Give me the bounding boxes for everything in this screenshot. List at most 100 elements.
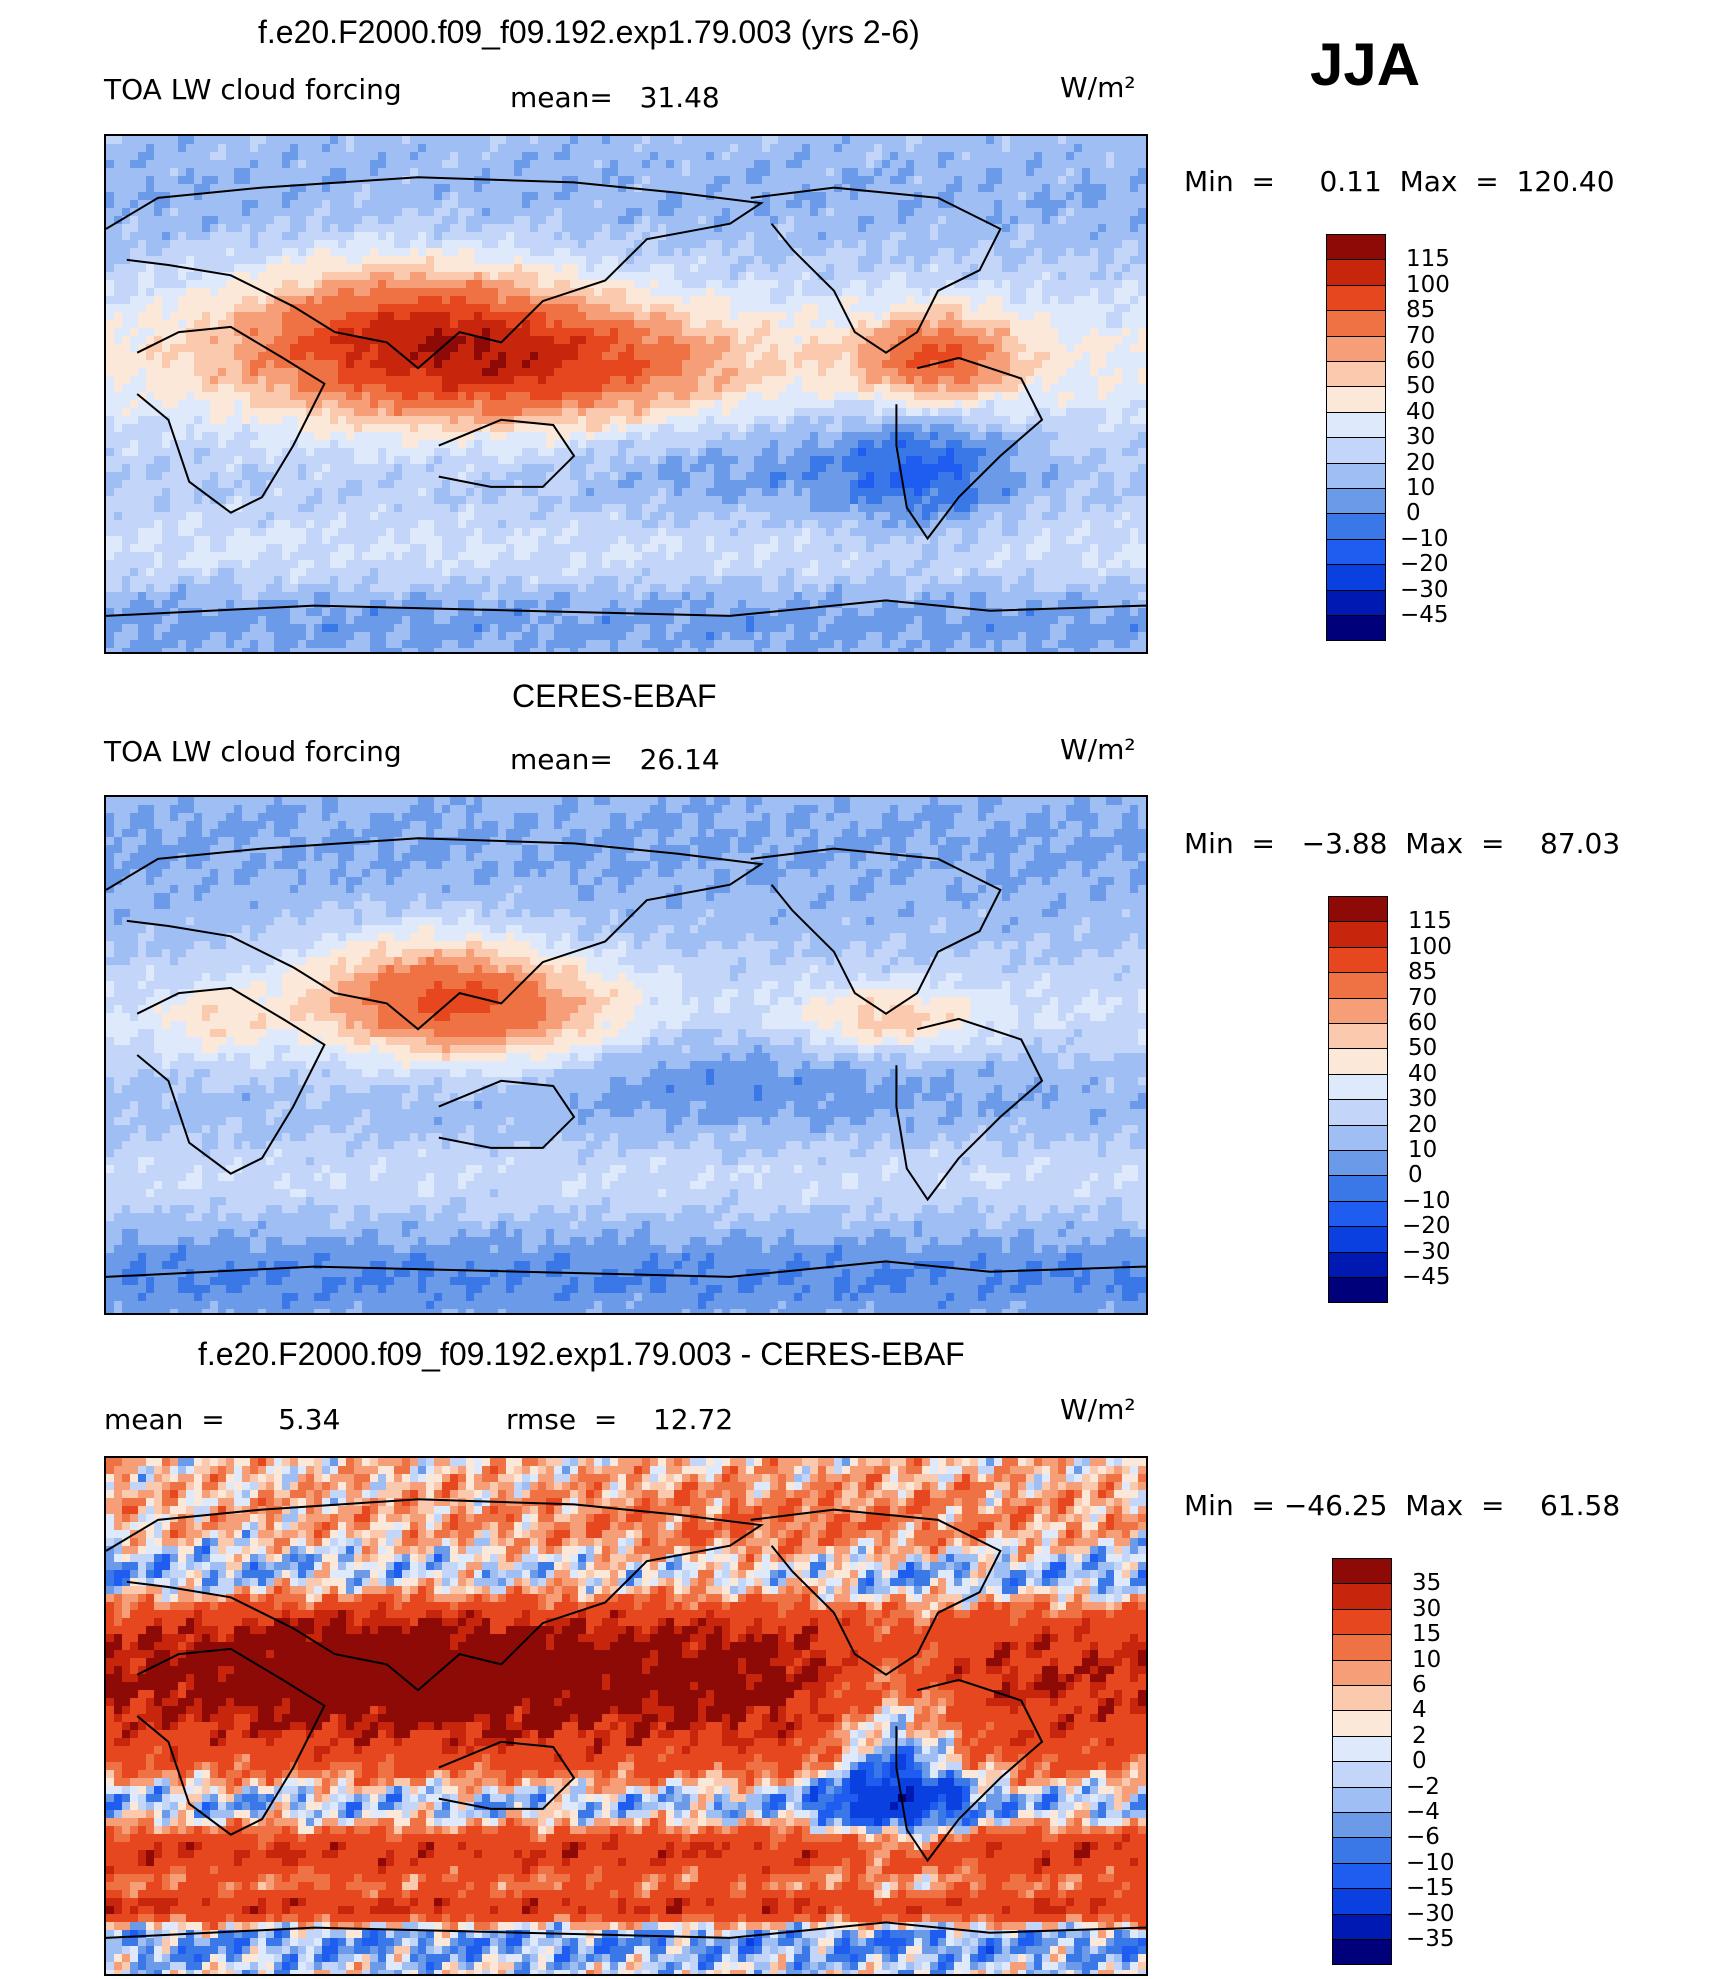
- colorbar-tick-label: −45: [1400, 604, 1449, 627]
- colorbar-swatch: [1326, 437, 1386, 464]
- colorbar-tick-label: 115: [1406, 248, 1450, 271]
- colorbar-swatch: [1332, 1812, 1392, 1839]
- colorbar-tick-label: −10: [1400, 527, 1449, 551]
- colorbar-swatch: [1326, 284, 1386, 312]
- colorbar-tick-label: 70: [1406, 324, 1435, 348]
- colorbar-swatch: [1328, 1023, 1388, 1050]
- coastline: [895, 1678, 1044, 1863]
- colorbar-swatch: [1326, 361, 1386, 388]
- colorbar-swatch: [1332, 1786, 1392, 1813]
- colorbar-tick-label: −35: [1406, 1928, 1455, 1951]
- mean-label: mean= 26.14: [510, 746, 720, 774]
- colorbar-swatch: [1328, 1099, 1388, 1126]
- rmse-label: rmse = 12.72: [506, 1406, 733, 1434]
- colorbar-swatch: [1328, 1048, 1388, 1075]
- colorbar-swatch: [1326, 513, 1386, 540]
- colorbar-swatch: [1332, 1837, 1392, 1864]
- colorbar-swatch: [1332, 1583, 1392, 1610]
- minmax-label: Min = −46.25 Max = 61.58: [1184, 1492, 1620, 1520]
- coastline: [895, 356, 1044, 541]
- colorbar-tick-label: −30: [1406, 1902, 1455, 1926]
- colorbar-tick-label: 15: [1412, 1623, 1441, 1646]
- coastline: [106, 1260, 1146, 1278]
- map-model: [104, 134, 1148, 654]
- colorbar-swatch: [1328, 1073, 1388, 1101]
- colorbar-swatch: [1328, 1200, 1388, 1228]
- minmax-label: Min = −3.88 Max = 87.03: [1184, 830, 1620, 858]
- colorbar-tick-label: −6: [1406, 1826, 1440, 1849]
- colorbar-swatch: [1328, 997, 1388, 1024]
- coastline: [438, 1740, 576, 1810]
- coastline: [136, 325, 326, 514]
- colorbar-tick-label: −30: [1400, 578, 1449, 602]
- colorbar-swatch: [1326, 564, 1386, 591]
- colorbar-swatch: [1328, 946, 1388, 974]
- colorbar-swatch: [1326, 589, 1386, 616]
- coastline: [750, 186, 1002, 354]
- colorbar-tick-label: −45: [1402, 1266, 1451, 1289]
- colorbar-tick-label: 40: [1406, 400, 1435, 424]
- colorbar-swatch: [1332, 1888, 1392, 1915]
- colorbar-swatch: [1326, 488, 1386, 515]
- coastline: [136, 1647, 326, 1836]
- colorbar-tick-label: 6: [1412, 1674, 1427, 1697]
- coastline: [106, 1498, 765, 1692]
- colorbar-tick-label: 35: [1412, 1572, 1441, 1595]
- colorbar-tick-label: 30: [1412, 1597, 1441, 1621]
- colorbar-swatch: [1332, 1634, 1392, 1661]
- colorbar-tick-label: 10: [1412, 1648, 1441, 1672]
- colorbar-swatch: [1332, 1558, 1392, 1585]
- coastline: [136, 986, 326, 1175]
- coastline: [106, 599, 1146, 617]
- colorbar-swatch: [1328, 896, 1388, 923]
- colorbar-tick-label: 70: [1408, 986, 1437, 1010]
- colorbar-swatch: [1328, 921, 1388, 948]
- season-label: JJA: [1310, 30, 1420, 99]
- colorbar-swatch: [1328, 1277, 1388, 1304]
- colorbar-swatch: [1332, 1913, 1392, 1940]
- colorbar-tick-label: 0: [1408, 1164, 1423, 1187]
- colorbar-swatch: [1332, 1608, 1392, 1636]
- colorbar-swatch: [1332, 1761, 1392, 1788]
- colorbar-swatch: [1332, 1659, 1392, 1686]
- colorbar-swatch: [1326, 411, 1386, 439]
- colorbar-swatch: [1326, 310, 1386, 337]
- colorbar-tick-label: −20: [1400, 553, 1449, 576]
- units-label: W/m²: [1060, 1396, 1136, 1424]
- colorbar-swatch: [1328, 1175, 1388, 1202]
- colorbar-tick-label: 85: [1408, 961, 1437, 984]
- colorbar-swatch: [1326, 335, 1386, 362]
- colorbar-swatch: [1332, 1735, 1392, 1763]
- variable-label: TOA LW cloud forcing: [104, 76, 402, 104]
- colorbar-swatch: [1328, 1226, 1388, 1253]
- coastline: [106, 837, 765, 1031]
- colorbar-tick-label: −30: [1402, 1240, 1451, 1264]
- coastline: [438, 1079, 576, 1149]
- colorbar-swatch: [1326, 615, 1386, 642]
- colorbar-tick-label: 60: [1408, 1012, 1437, 1035]
- minmax-label: Min = 0.11 Max = 120.40: [1184, 168, 1615, 196]
- colorbar-tick-label: 10: [1406, 477, 1435, 500]
- colorbar-tick-label: 115: [1408, 910, 1452, 933]
- colorbar-swatch: [1332, 1862, 1392, 1890]
- colorbar-tick-label: 20: [1408, 1113, 1437, 1137]
- colorbar-tick-label: 20: [1406, 451, 1435, 475]
- colorbar-swatch: [1326, 386, 1386, 413]
- mean-label: mean= 31.48: [510, 84, 720, 112]
- coastline: [106, 176, 765, 370]
- colorbar-tick-label: 10: [1408, 1139, 1437, 1162]
- colorbar-tick-label: 100: [1408, 935, 1452, 959]
- colorbar-tick-label: −10: [1402, 1189, 1451, 1213]
- map-diff: [104, 1456, 1148, 1976]
- colorbar-tick-label: −15: [1406, 1877, 1455, 1900]
- colorbar-tick-label: 85: [1406, 299, 1435, 322]
- variable-label: TOA LW cloud forcing: [104, 738, 402, 766]
- colorbar-swatch: [1326, 462, 1386, 489]
- colorbar-swatch: [1328, 1251, 1388, 1278]
- coastline: [895, 1017, 1044, 1202]
- colorbar-tick-label: −20: [1402, 1215, 1451, 1238]
- units-label: W/m²: [1060, 736, 1136, 764]
- colorbar-tick-label: 0: [1412, 1750, 1427, 1773]
- colorbar-tick-label: −4: [1406, 1801, 1440, 1824]
